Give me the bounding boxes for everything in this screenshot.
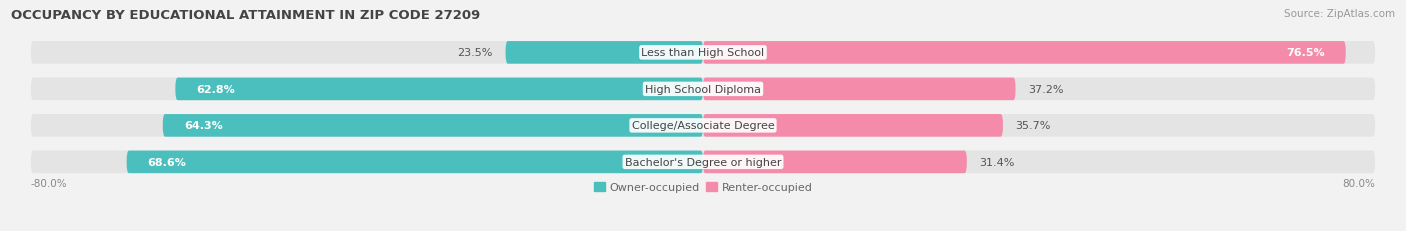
Text: 23.5%: 23.5%: [457, 48, 494, 58]
Text: 76.5%: 76.5%: [1286, 48, 1324, 58]
Text: 64.3%: 64.3%: [184, 121, 222, 131]
FancyBboxPatch shape: [31, 115, 1375, 137]
Text: 37.2%: 37.2%: [1028, 85, 1064, 94]
FancyBboxPatch shape: [506, 42, 703, 64]
Text: Source: ZipAtlas.com: Source: ZipAtlas.com: [1284, 9, 1395, 19]
FancyBboxPatch shape: [176, 78, 703, 101]
FancyBboxPatch shape: [127, 151, 703, 173]
FancyBboxPatch shape: [703, 78, 1015, 101]
Legend: Owner-occupied, Renter-occupied: Owner-occupied, Renter-occupied: [589, 178, 817, 197]
FancyBboxPatch shape: [703, 42, 1346, 64]
FancyBboxPatch shape: [31, 78, 1375, 101]
Text: 31.4%: 31.4%: [980, 157, 1015, 167]
Text: 80.0%: 80.0%: [1343, 178, 1375, 188]
Text: -80.0%: -80.0%: [31, 178, 67, 188]
FancyBboxPatch shape: [31, 151, 1375, 173]
Text: High School Diploma: High School Diploma: [645, 85, 761, 94]
Text: 62.8%: 62.8%: [197, 85, 235, 94]
FancyBboxPatch shape: [163, 115, 703, 137]
Text: 35.7%: 35.7%: [1015, 121, 1050, 131]
Text: Less than High School: Less than High School: [641, 48, 765, 58]
FancyBboxPatch shape: [31, 42, 1375, 64]
FancyBboxPatch shape: [703, 151, 967, 173]
FancyBboxPatch shape: [703, 115, 1002, 137]
Text: Bachelor's Degree or higher: Bachelor's Degree or higher: [624, 157, 782, 167]
Text: College/Associate Degree: College/Associate Degree: [631, 121, 775, 131]
Text: 68.6%: 68.6%: [148, 157, 187, 167]
Text: OCCUPANCY BY EDUCATIONAL ATTAINMENT IN ZIP CODE 27209: OCCUPANCY BY EDUCATIONAL ATTAINMENT IN Z…: [11, 9, 481, 22]
